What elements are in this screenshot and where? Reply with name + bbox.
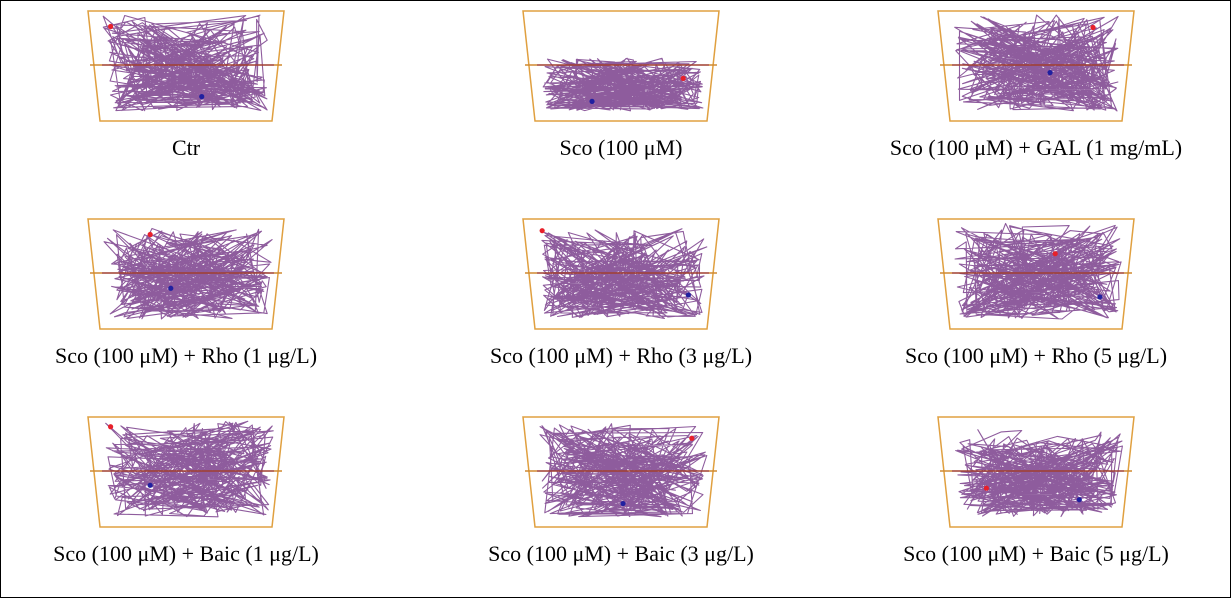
panel: Sco (100 μM) + GAL (1 mg/mL) [836, 9, 1231, 163]
panel: Ctr [0, 9, 386, 163]
panel-label: Sco (100 μM) + Rho (5 μg/L) [846, 341, 1226, 371]
track-image [86, 415, 286, 531]
end-dot [199, 94, 204, 99]
figure: Ctr Sco (100 μM) Sco (100 μM) + GAL (1 mg/… [0, 0, 1231, 598]
panel: Sco (100 μM) + Rho (3 μg/L) [421, 217, 821, 371]
start-dot [108, 424, 113, 429]
track-image [521, 415, 721, 531]
track-image [936, 9, 1136, 125]
swim-track [543, 58, 703, 111]
panel: Sco (100 μM) [421, 9, 821, 163]
panel-label: Ctr [6, 133, 366, 163]
panel: Sco (100 μM) + Baic (1 μg/L) [0, 415, 386, 569]
panel-label: Sco (100 μM) + Rho (3 μg/L) [431, 341, 811, 371]
track-image [521, 9, 721, 125]
swim-track [956, 430, 1123, 517]
track-image [521, 217, 721, 333]
track-image [86, 9, 286, 125]
swim-track [103, 15, 267, 111]
end-dot [148, 483, 153, 488]
start-dot [681, 76, 686, 81]
end-dot [1077, 497, 1082, 502]
panel: Sco (100 μM) + Baic (5 μg/L) [836, 415, 1231, 569]
start-dot [1053, 251, 1058, 256]
panel-label: Sco (100 μM) [441, 133, 801, 163]
swim-track [106, 421, 274, 517]
start-dot [108, 24, 113, 29]
panel-label: Sco (100 μM) + Baic (5 μg/L) [846, 539, 1226, 569]
end-dot [589, 99, 594, 104]
end-dot [1097, 294, 1102, 299]
end-dot [620, 501, 625, 506]
end-dot [686, 292, 691, 297]
panel: Sco (100 μM) + Baic (3 μg/L) [421, 415, 821, 569]
panel: Sco (100 μM) + Rho (1 μg/L) [0, 217, 386, 371]
track-image [936, 217, 1136, 333]
track-image [86, 217, 286, 333]
start-dot [148, 232, 153, 237]
track-image [936, 415, 1136, 531]
panel-label: Sco (100 μM) + Baic (3 μg/L) [431, 539, 811, 569]
panel-label: Sco (100 μM) + Rho (1 μg/L) [0, 341, 376, 371]
start-dot [540, 228, 545, 233]
panel-label: Sco (100 μM) + Baic (1 μg/L) [0, 539, 376, 569]
end-dot [168, 286, 173, 291]
start-dot [984, 486, 989, 491]
panel-label: Sco (100 μM) + GAL (1 mg/mL) [881, 133, 1191, 163]
start-dot [689, 436, 694, 441]
panel: Sco (100 μM) + Rho (5 μg/L) [836, 217, 1231, 371]
end-dot [1047, 70, 1052, 75]
swim-track [955, 224, 1121, 320]
start-dot [1090, 25, 1095, 30]
